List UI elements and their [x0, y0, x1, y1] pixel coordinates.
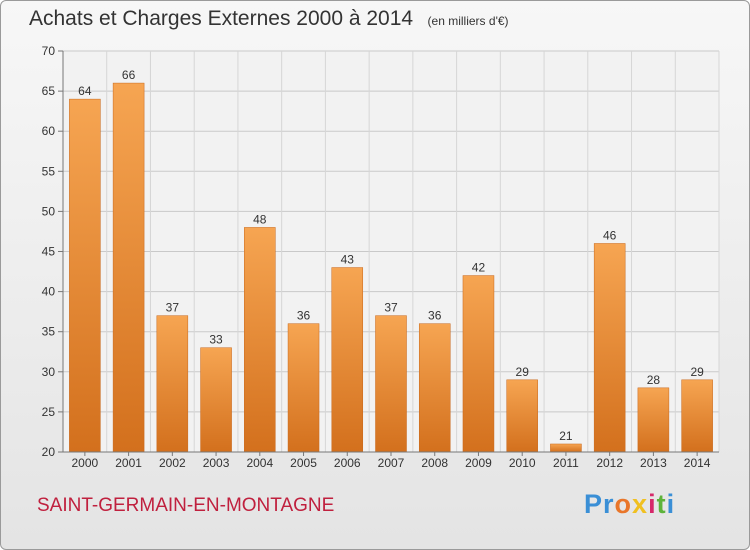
data-label: 37 — [166, 301, 180, 315]
bar — [418, 323, 451, 453]
bar — [331, 267, 364, 453]
data-label: 28 — [647, 373, 661, 387]
y-tick-label: 35 — [42, 325, 56, 339]
data-label: 36 — [428, 309, 442, 323]
x-tick-label: 2002 — [159, 456, 186, 470]
bar — [375, 315, 407, 453]
bar — [69, 98, 101, 453]
data-label: 64 — [78, 84, 92, 98]
y-tick-label: 55 — [42, 164, 56, 178]
x-tick-label: 2003 — [203, 456, 230, 470]
x-tick-label: 2009 — [465, 456, 492, 470]
y-tick-label: 30 — [42, 365, 56, 379]
data-label: 42 — [472, 261, 486, 275]
x-tick-label: 2013 — [640, 456, 667, 470]
bar — [462, 275, 495, 453]
data-label: 46 — [603, 228, 617, 242]
logo-letter: i — [666, 489, 676, 519]
bar — [244, 227, 276, 453]
y-tick-label: 60 — [42, 124, 56, 138]
y-tick-label: 20 — [42, 445, 56, 459]
data-label: 29 — [516, 365, 530, 379]
y-tick-label: 50 — [42, 204, 56, 218]
commune-name: SAINT-GERMAIN-EN-MONTAGNE — [37, 495, 335, 516]
bar — [550, 443, 582, 453]
logo-letter: i — [648, 489, 657, 519]
x-tick-label: 2010 — [509, 456, 536, 470]
data-label: 36 — [297, 309, 311, 323]
data-label: 48 — [253, 212, 267, 226]
x-tick-label: 2000 — [72, 456, 99, 470]
data-label: 29 — [690, 365, 704, 379]
x-tick-label: 2007 — [378, 456, 405, 470]
data-label: 37 — [384, 301, 398, 315]
x-tick-label: 2012 — [596, 456, 623, 470]
logo-letter: P — [584, 489, 604, 519]
y-tick-label: 25 — [42, 405, 56, 419]
logo-letter: r — [603, 489, 615, 519]
data-label: 66 — [122, 68, 136, 82]
x-tick-label: 2008 — [421, 456, 448, 470]
bar — [287, 323, 320, 453]
data-label: 21 — [559, 429, 573, 443]
y-tick-label: 70 — [42, 44, 56, 58]
y-tick-label: 65 — [42, 84, 56, 98]
y-tick-label: 40 — [42, 285, 56, 299]
bar — [681, 379, 713, 453]
x-tick-label: 2004 — [246, 456, 273, 470]
y-tick-label: 45 — [42, 245, 56, 259]
logo-letter: x — [632, 489, 649, 519]
x-tick-label: 2005 — [290, 456, 317, 470]
bar — [200, 347, 232, 453]
title-row: Achats et Charges Externes 2000 à 2014 (… — [29, 7, 509, 31]
x-tick-label: 2011 — [553, 456, 579, 470]
chart-title: Achats et Charges Externes 2000 à 2014 — [29, 7, 414, 30]
logo-letter: t — [656, 489, 667, 519]
logo-letter: o — [614, 489, 633, 519]
x-tick-label: 2014 — [684, 456, 711, 470]
bar — [506, 379, 538, 453]
proxiti-logo: Proxiti — [584, 489, 675, 520]
bar — [593, 243, 626, 453]
x-tick-label: 2001 — [115, 456, 142, 470]
x-tick-label: 2006 — [334, 456, 361, 470]
data-label: 33 — [209, 333, 223, 347]
bar — [637, 387, 670, 453]
unit-note: (en milliers d'€) — [427, 14, 509, 28]
bar — [112, 82, 145, 453]
data-label: 43 — [341, 253, 355, 267]
bar — [156, 315, 189, 453]
